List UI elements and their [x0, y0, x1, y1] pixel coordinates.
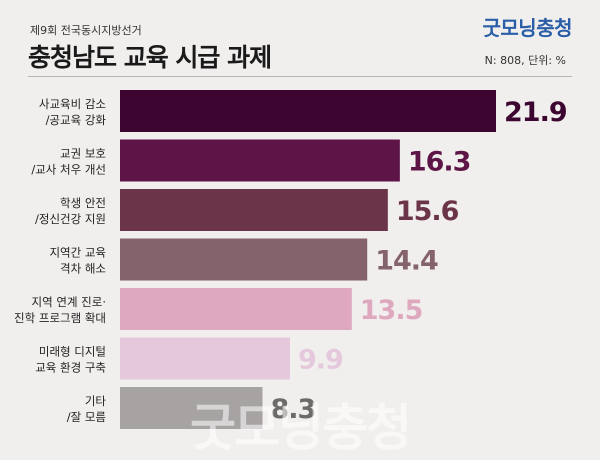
- brand-logo: 굿모닝충청: [482, 16, 573, 40]
- category-label-2-2: /교사 처우 개선: [31, 163, 106, 177]
- value-label-1: 21.9: [504, 97, 567, 128]
- category-label-3-2: /정신건강 지원: [35, 212, 106, 226]
- value-label-5: 13.5: [360, 295, 423, 326]
- sample-unit-note: N: 808, 단위: %: [484, 54, 566, 67]
- category-label-6-2: 교육 환경 구축: [35, 361, 106, 375]
- category-label-7-1: 기타: [85, 394, 107, 408]
- bar-1: [120, 90, 496, 132]
- category-label-5-1: 지역 연계 진로·: [32, 295, 106, 309]
- category-label-6-1: 미래형 디지털: [39, 345, 106, 359]
- category-label-4-1: 지역간 교육: [49, 246, 106, 260]
- election-subtitle: 제9회 전국동시지방선거: [30, 24, 142, 37]
- bar-7: [120, 387, 263, 429]
- value-label-2: 16.3: [408, 147, 471, 178]
- category-label-1-1: 사교육비 감소: [39, 97, 106, 111]
- bar-6: [120, 337, 290, 380]
- category-label-2-1: 교권 보호: [60, 147, 106, 161]
- category-label-5-2: 진학 프로그램 확대: [14, 311, 106, 325]
- bar-4: [120, 238, 368, 281]
- bar-2: [120, 139, 400, 182]
- title-divider: [28, 76, 572, 77]
- category-label-1-2: /공교육 강화: [46, 113, 107, 127]
- value-label-3: 15.6: [396, 196, 459, 227]
- bar-5: [120, 288, 352, 330]
- value-label-7: 8.3: [271, 394, 316, 425]
- category-label-4-2: 격차 해소: [60, 262, 106, 276]
- value-label-4: 14.4: [375, 246, 438, 277]
- value-label-6: 9.9: [298, 345, 343, 376]
- category-label-7-2: /잘 모름: [67, 410, 106, 424]
- bar-3: [120, 189, 388, 231]
- category-label-3-1: 학생 안전: [60, 196, 106, 210]
- page-title: 충청남도 교육 시급 과제: [28, 43, 272, 72]
